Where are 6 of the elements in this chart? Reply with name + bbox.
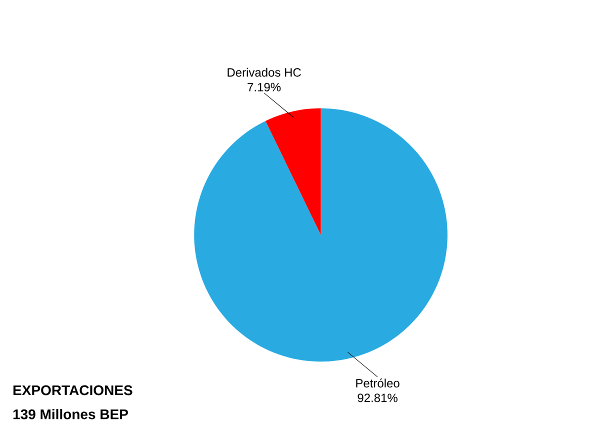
slice-label: Derivados HC [228,68,301,77]
text: EXPORTACIONES [13,385,132,396]
text: 139 Millones BEP [13,408,128,420]
data-label: 7.19% [248,82,281,92]
data-label: 92.81% [358,394,398,402]
slice-label: Petróleo [356,378,400,388]
